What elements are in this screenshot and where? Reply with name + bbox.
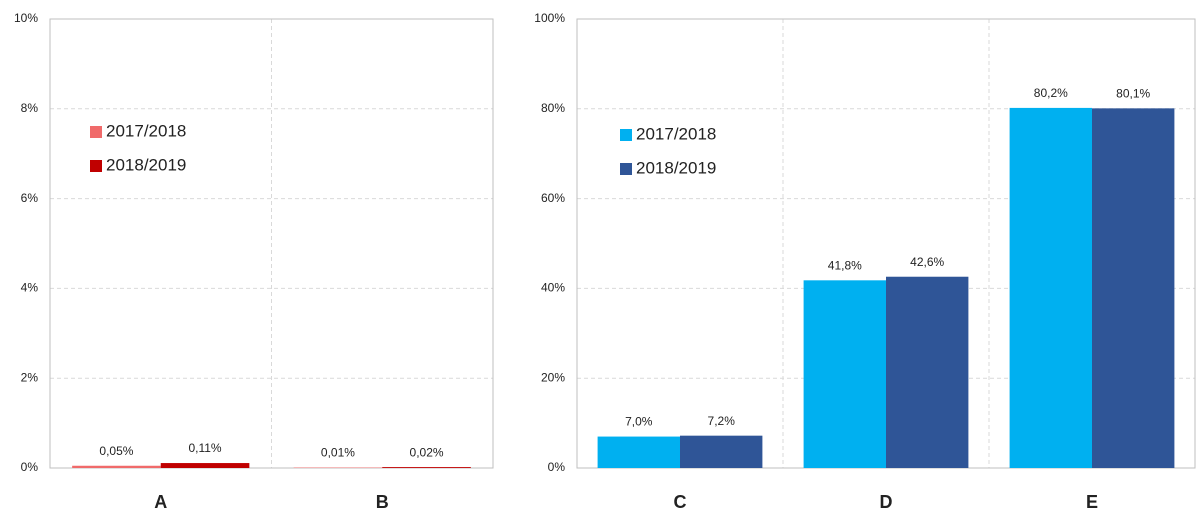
legend-label: 2017/2018 [636, 124, 716, 143]
x-tick-label: A [154, 492, 167, 512]
bar [1092, 108, 1175, 468]
bar [886, 276, 969, 468]
data-label: 41,8% [828, 258, 862, 272]
data-label: 42,6% [910, 255, 944, 269]
y-tick-label: 8% [21, 101, 39, 115]
x-tick-label: D [880, 492, 893, 512]
y-tick-label: 4% [21, 281, 39, 295]
data-label: 80,1% [1116, 87, 1150, 101]
bar [1009, 107, 1092, 468]
plot-border [49, 18, 494, 469]
legend-swatch [90, 160, 102, 172]
y-tick-label: 100% [534, 11, 565, 25]
y-tick-label: 60% [541, 191, 565, 205]
legend-swatch [620, 163, 632, 175]
data-label: 7,2% [708, 414, 736, 428]
legend-label: 2018/2019 [106, 155, 186, 174]
data-label: 0,02% [410, 445, 444, 459]
x-tick-label: B [376, 492, 389, 512]
legend-swatch [90, 126, 102, 138]
y-tick-label: 40% [541, 281, 565, 295]
data-label: 0,01% [321, 446, 355, 460]
y-tick-label: 10% [14, 11, 38, 25]
bar [803, 280, 886, 468]
legend-swatch [620, 129, 632, 141]
y-tick-label: 0% [548, 460, 566, 474]
data-label: 7,0% [625, 415, 653, 429]
legend-label: 2018/2019 [636, 158, 716, 177]
y-tick-label: 0% [21, 460, 39, 474]
legend-label: 2017/2018 [106, 121, 186, 140]
x-tick-label: E [1086, 492, 1098, 512]
bar [382, 467, 471, 468]
data-label: 0,05% [99, 444, 133, 458]
y-tick-label: 80% [541, 101, 565, 115]
data-label: 0,11% [188, 441, 221, 455]
y-tick-label: 2% [21, 370, 39, 384]
y-tick-label: 20% [541, 370, 565, 384]
bar [680, 435, 763, 468]
bar [597, 436, 680, 468]
data-label: 80,2% [1034, 86, 1068, 100]
y-tick-label: 6% [21, 191, 39, 205]
bar [72, 465, 161, 468]
bar [160, 463, 250, 468]
x-tick-label: C [674, 492, 687, 512]
